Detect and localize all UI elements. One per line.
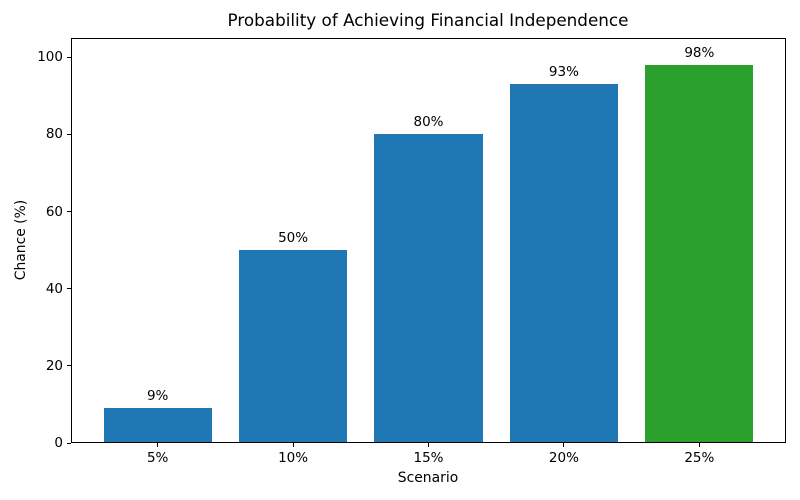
x-tick-mark — [698, 443, 700, 447]
plot-area: 9% 5% 50% 10% 80% 15% 93% 20% 98% 25% 0 20 40 60 80 100 — [37, 38, 786, 466]
y-axis-label: Chance (%) — [13, 199, 29, 281]
bar-20% — [509, 84, 619, 443]
x-tick-label: 25% — [684, 450, 715, 466]
bar-15% — [374, 134, 483, 443]
y-tick-label: 80 — [45, 126, 63, 143]
x-tick-mark — [563, 443, 565, 447]
bar-10% — [238, 250, 348, 443]
y-tick-mark — [67, 211, 71, 213]
y-tick-label: 0 — [54, 435, 63, 451]
x-tick-mark — [428, 443, 429, 447]
y-tick-mark — [67, 365, 71, 367]
y-tick-mark — [67, 442, 71, 444]
x-tick-label: 15% — [413, 450, 444, 466]
bar-value-label: 80% — [413, 114, 444, 131]
x-axis-label: Scenario — [397, 470, 459, 486]
y-tick-label: 60 — [45, 203, 63, 220]
bar-value-label: 50% — [278, 230, 309, 247]
bar-value-label: 98% — [684, 45, 715, 61]
x-tick-label: 20% — [548, 450, 579, 466]
x-tick-label: 5% — [146, 450, 169, 466]
y-tick-label: 20 — [45, 357, 63, 374]
x-tick-mark — [292, 443, 294, 447]
y-tick-mark — [67, 133, 71, 135]
y-tick-mark — [67, 288, 71, 290]
bar-value-label: 93% — [548, 64, 579, 81]
bar-5% — [103, 408, 212, 443]
y-tick-label: 100 — [37, 49, 63, 66]
x-tick-label: 10% — [278, 450, 309, 466]
chart-title: Probability of Achieving Financial Indep… — [227, 10, 629, 30]
bar-25% — [645, 65, 754, 443]
y-tick-mark — [67, 56, 71, 58]
bar-value-label: 9% — [146, 388, 169, 405]
y-tick-label: 40 — [45, 280, 63, 297]
x-tick-mark — [157, 443, 159, 447]
